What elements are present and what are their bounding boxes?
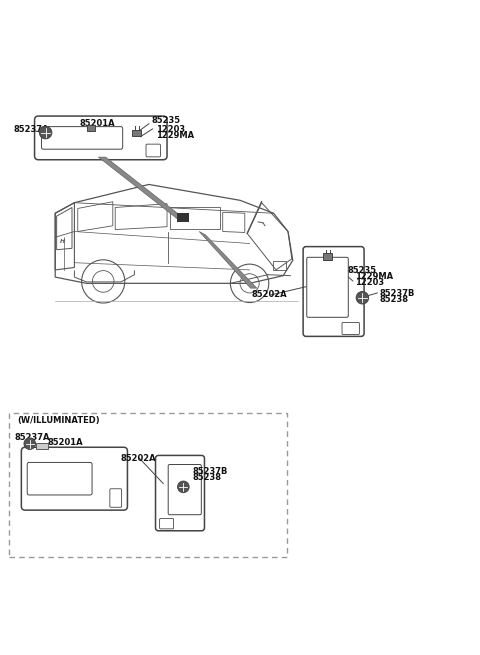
Text: 85238: 85238 [193,473,222,482]
Text: 85237B: 85237B [193,467,228,476]
FancyBboxPatch shape [22,447,127,510]
Text: 85238: 85238 [379,295,408,304]
Circle shape [24,438,36,449]
FancyBboxPatch shape [35,116,167,160]
FancyBboxPatch shape [110,489,121,507]
Text: 85237B: 85237B [379,290,415,299]
Bar [177,214,189,222]
Text: 12203: 12203 [355,278,384,287]
Bar [36,443,48,449]
Bar [87,125,95,131]
FancyBboxPatch shape [168,464,201,515]
Bar [273,261,286,270]
Text: 85201A: 85201A [79,119,115,128]
Text: 1229MA: 1229MA [156,130,194,140]
FancyBboxPatch shape [342,322,360,335]
Text: H: H [60,238,65,244]
Text: 85237A: 85237A [14,434,50,442]
Text: 85237A: 85237A [13,125,49,134]
Polygon shape [98,157,185,219]
FancyBboxPatch shape [307,257,348,317]
Text: 85202A: 85202A [121,453,156,462]
Text: 12203: 12203 [156,124,185,134]
Polygon shape [199,231,257,288]
Text: 85235: 85235 [151,116,180,124]
Bar [324,253,332,259]
FancyBboxPatch shape [303,247,364,337]
FancyBboxPatch shape [27,462,92,495]
Bar [132,130,141,136]
Text: 85202A: 85202A [252,290,288,299]
Text: 1229MA: 1229MA [355,272,393,281]
Circle shape [356,291,369,304]
Circle shape [178,481,189,493]
Circle shape [39,126,52,139]
FancyBboxPatch shape [146,144,160,157]
Text: 85235: 85235 [348,267,377,275]
FancyBboxPatch shape [41,126,123,149]
FancyBboxPatch shape [156,455,204,531]
Text: 85201A: 85201A [47,438,83,447]
FancyBboxPatch shape [159,519,174,529]
Text: (W/ILLUMINATED): (W/ILLUMINATED) [17,415,100,424]
